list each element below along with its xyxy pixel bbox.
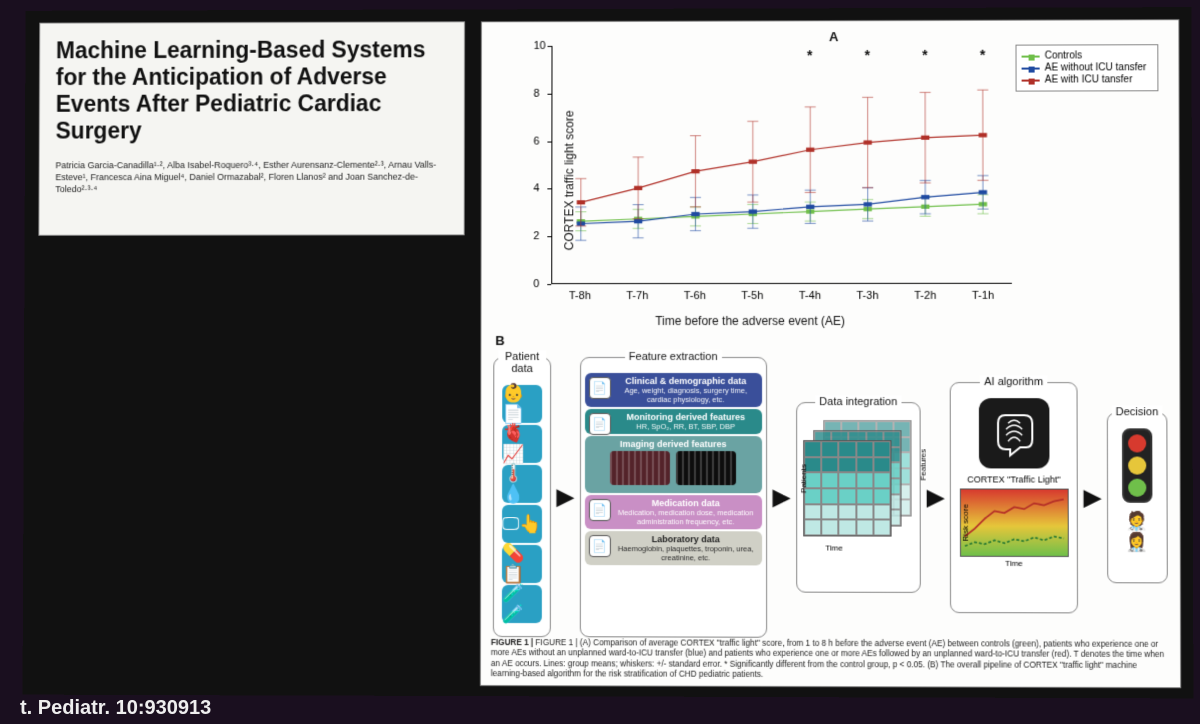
col-title-di: Data integration (815, 395, 901, 409)
risk-xlabel: Time (961, 559, 1068, 568)
slide: Machine Learning-Based Systems for the A… (23, 7, 1194, 698)
di-ylabel: Patients (799, 464, 808, 493)
line-chart (552, 45, 1012, 283)
arrow-icon: ▶ (1084, 485, 1101, 511)
paper-title: Machine Learning-Based Systems for the A… (56, 36, 449, 145)
chart-legend: ControlsAE without ICU tansferAE with IC… (1016, 44, 1159, 91)
significance-marker: * (865, 47, 870, 63)
data-integration-col: Data integration Patients Time Features (796, 402, 921, 593)
ai-brain-icon (978, 398, 1049, 468)
significance-marker: * (807, 47, 812, 63)
patient-data-icon: 💊📋 (502, 545, 542, 583)
patient-data-icon: 🧪🧪 (502, 585, 542, 623)
legend-item: AE with ICU tansfer (1022, 74, 1153, 85)
x-tick: T-4h (799, 290, 821, 302)
arrow-icon: ▶ (557, 484, 574, 510)
risk-ylabel: Risk score (961, 504, 970, 542)
col-title-patient: Patient data (498, 350, 546, 376)
col-title-fx: Feature extraction (625, 350, 722, 364)
chart-area (551, 45, 1012, 284)
feature-band: Imaging derived features (585, 436, 762, 493)
panel-b-label: B (495, 333, 504, 348)
traffic-lamp (1128, 434, 1146, 452)
feature-extraction-col: Feature extraction 📄Clinical & demograph… (580, 357, 767, 638)
feature-band: 📄Laboratory dataHaemoglobin, plaquettes,… (585, 531, 762, 565)
citation: t. Pediatr. 10:930913 (20, 697, 211, 720)
patient-data-icon: 👶📄 (502, 385, 542, 423)
x-tick: T-6h (684, 290, 706, 302)
legend-item: Controls (1022, 50, 1153, 61)
clinician-icon: 👩‍⚕️ (1126, 532, 1149, 553)
traffic-lamp (1128, 479, 1146, 497)
di-side: Features (919, 449, 928, 481)
x-tick: T-8h (569, 290, 591, 302)
y-tick: 4 (533, 183, 539, 195)
arrow-icon: ▶ (927, 484, 944, 510)
x-tick: T-5h (741, 290, 763, 302)
feature-band: 📄Medication dataMedication, medication d… (585, 495, 762, 529)
panel-b: B Patient data 👶📄🫀📈🌡️💧🖵👆💊📋🧪🧪 ▶ Feature e… (489, 339, 1172, 647)
x-tick: T-7h (626, 290, 648, 302)
feature-band: 📄Monitoring derived featuresHR, SpO₂, RR… (585, 409, 762, 434)
col-title-ai: AI algorithm (980, 375, 1047, 389)
ai-algorithm-col: AI algorithm CORTEX "Traffic Light" (950, 382, 1078, 613)
feature-band: 📄Clinical & demographic dataAge, weight,… (585, 373, 762, 407)
patient-data-col: Patient data 👶📄🫀📈🌡️💧🖵👆💊📋🧪🧪 (493, 357, 551, 637)
paper-title-card: Machine Learning-Based Systems for the A… (38, 21, 465, 235)
x-tick: T-3h (856, 290, 878, 302)
caption-text: FIGURE 1 | (A) Comparison of average COR… (491, 638, 1164, 679)
x-tick: T-2h (914, 290, 936, 302)
panel-a-label: A (829, 29, 838, 44)
arrow-icon: ▶ (773, 484, 790, 510)
x-axis-label: Time before the adverse event (AE) (489, 314, 1012, 328)
patient-data-icon: 🫀📈 (502, 425, 542, 463)
figure-caption: FIGURE 1 | FIGURE 1 | (A) Comparison of … (491, 638, 1170, 681)
di-xlabel: Time (825, 543, 843, 552)
col-title-decision: Decision (1112, 405, 1163, 419)
ai-subtitle: CORTEX "Traffic Light" (967, 474, 1060, 484)
significance-marker: * (980, 47, 985, 63)
panel-a: A CORTEX traffic light score 0246810 T-8… (489, 26, 1171, 332)
y-tick: 10 (534, 40, 546, 52)
traffic-light-icon (1122, 428, 1152, 502)
patient-data-icon: 🌡️💧 (502, 465, 542, 503)
x-tick: T-1h (972, 290, 994, 302)
y-tick: 2 (533, 230, 539, 242)
traffic-lamp (1128, 457, 1146, 475)
legend-item: AE without ICU tansfer (1022, 62, 1153, 73)
data-matrix: Patients Time Features (803, 420, 914, 541)
pipeline: Patient data 👶📄🫀📈🌡️💧🖵👆💊📋🧪🧪 ▶ Feature ext… (493, 353, 1168, 643)
y-tick: 0 (533, 278, 539, 290)
clinician-icon: 🧑‍⚕️ (1126, 511, 1149, 532)
significance-marker: * (922, 47, 927, 63)
risk-score-chart: Risk score Time (959, 488, 1068, 557)
figure-1: A CORTEX traffic light score 0246810 T-8… (480, 19, 1181, 688)
y-tick: 8 (534, 88, 540, 100)
patient-data-icon: 🖵👆 (502, 505, 542, 543)
decision-col: Decision 🧑‍⚕️ 👩‍⚕️ (1107, 412, 1168, 583)
y-tick: 6 (533, 135, 539, 147)
authors: Patricia Garcia-Canadilla¹·², Alba Isabe… (55, 158, 447, 195)
